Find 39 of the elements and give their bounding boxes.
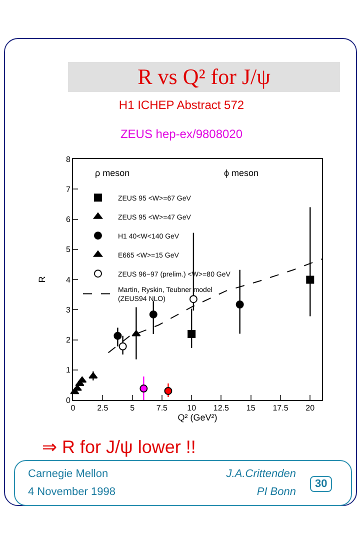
text: ⇒ R for J/ψ lower !!: [42, 436, 196, 458]
text: J.A.Crittenden: [226, 468, 296, 480]
x-tick-label: 7.5: [156, 404, 168, 413]
annotation: ϕ meson: [224, 168, 259, 178]
point: [164, 386, 172, 395]
x-tick-label: 15: [246, 404, 256, 413]
x-axis-title: Q² (GeV²): [178, 412, 218, 423]
point: [236, 300, 244, 308]
chart-title: R vs Q² for J/ψ: [68, 62, 340, 92]
y-tick-label: 0: [66, 396, 71, 405]
text: PI Bonn: [256, 486, 296, 498]
text: 4 November 1998: [28, 486, 116, 498]
point: [140, 384, 148, 393]
y-tick-label: 8: [66, 154, 71, 164]
point: [78, 376, 87, 383]
y-axis-title: R: [37, 276, 47, 283]
x-tick-label: 2.5: [97, 404, 109, 413]
x-tick-label: 20: [306, 404, 316, 413]
text: 30: [310, 476, 332, 492]
y-tick-label: 6: [66, 215, 71, 224]
y-tick-label: 2: [66, 336, 71, 345]
y-tick-label: 1: [66, 366, 71, 375]
point: [149, 310, 158, 318]
point: [189, 295, 198, 304]
x-tick-label: 12.5: [213, 404, 230, 413]
y-tick-label: 3: [66, 305, 71, 314]
text: Carnegie Mellon: [28, 468, 108, 480]
point: [306, 276, 314, 284]
annotation: ρ meson: [95, 168, 130, 178]
y-tick-label: 4: [66, 275, 71, 284]
point: [188, 330, 196, 338]
y-tick-label: 5: [66, 245, 71, 254]
y-tick-label: 7: [66, 184, 71, 194]
x-tick-label: 10: [187, 404, 197, 413]
point: [114, 332, 122, 340]
text: H1 ICHEP Abstract 572 ZEUS hep-ex/9808020: [118, 98, 244, 141]
x-tick-label: 17.5: [272, 404, 289, 413]
x-tick-label: 5: [130, 404, 136, 413]
point: [118, 342, 127, 350]
